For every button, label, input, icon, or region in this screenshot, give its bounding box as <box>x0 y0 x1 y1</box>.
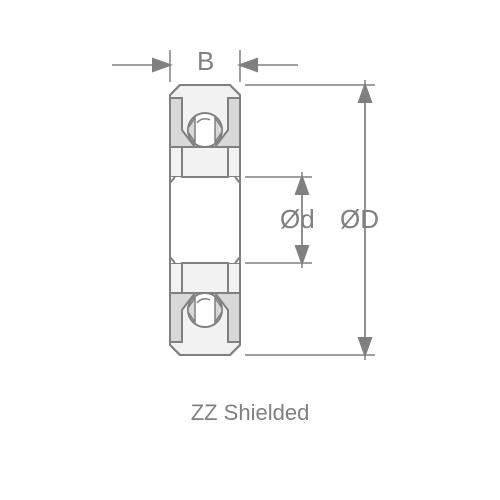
label-d: Ød <box>280 204 315 234</box>
bearing-diagram: B Ød ØD ZZ Shielded <box>0 0 500 500</box>
bearing-section <box>170 85 240 355</box>
label-B: B <box>197 46 214 76</box>
diagram-caption: ZZ Shielded <box>0 400 500 426</box>
label-D: ØD <box>340 204 379 234</box>
